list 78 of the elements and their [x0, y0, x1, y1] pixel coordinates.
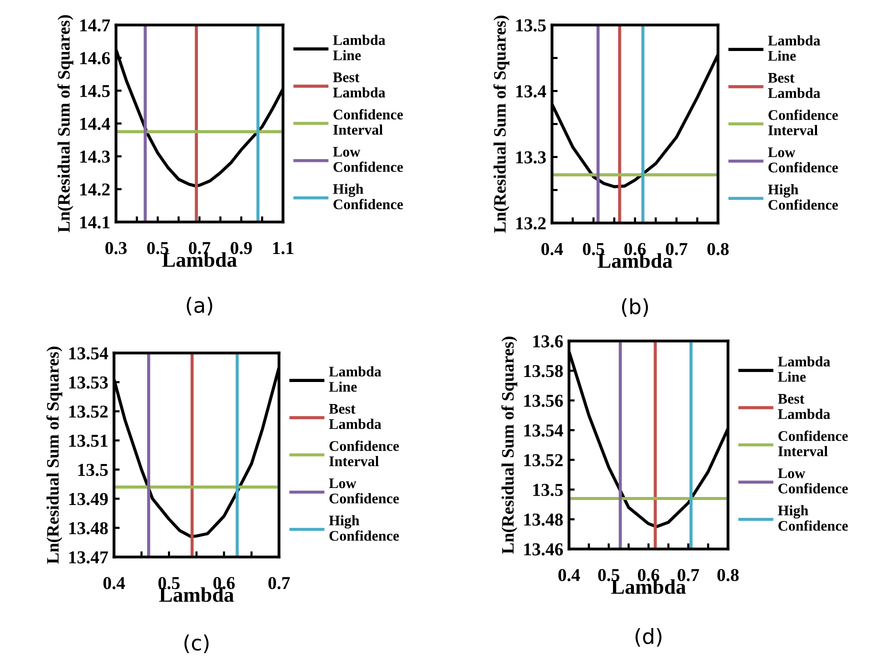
y-tick-label: 14.7 — [80, 19, 110, 32]
x-tick-label: 0.5 — [158, 576, 180, 590]
x-tick-label: 0.7 — [666, 242, 688, 256]
y-tick-label: 13.49 — [69, 493, 108, 506]
text: (a) — [186, 296, 212, 316]
legend-label: Low Confidence — [333, 147, 403, 172]
x-tick-label: 0.8 — [707, 242, 729, 256]
legend-label: Low Confidence — [778, 468, 848, 494]
legend-label: Best Lambda — [768, 73, 820, 98]
y-tick-label: 13.51 — [69, 434, 108, 447]
legend-label: High Confidence — [778, 505, 848, 531]
x-tick-label: 0.7 — [188, 242, 210, 254]
x-tick-label: 0.4 — [558, 568, 580, 582]
y-tick-label: 14.4 — [80, 118, 110, 130]
y-tick-label: 13.46 — [524, 543, 563, 556]
y-tick-label: 14.6 — [80, 52, 110, 64]
y-tick-label: 13.54 — [69, 347, 108, 360]
x-tick-label: 0.7 — [678, 568, 700, 582]
x-tick-label: 0.6 — [638, 568, 660, 582]
y-axis-title: Ln(Residual Sum of Squares) — [493, 16, 510, 233]
legend-label: Lambda Line — [768, 35, 820, 61]
legend-label: Best Lambda — [329, 404, 382, 429]
x-tick-label: 0.6 — [213, 576, 235, 590]
x-tick-label: 0.4 — [541, 242, 563, 256]
y-axis-title: Ln(Residual Sum of Squares) — [501, 336, 518, 554]
legend-label: Best Lambda — [778, 394, 830, 419]
text: (d) — [636, 628, 662, 647]
y-tick-label: 13.6 — [533, 335, 563, 348]
y-tick-label: 13.52 — [69, 406, 108, 418]
x-tick-label: 0.8 — [717, 568, 739, 582]
y-tick-label: 13.5 — [78, 464, 108, 476]
legend-label: High Confidence — [333, 184, 403, 210]
x-axis-title: Lambda — [159, 587, 234, 602]
x-tick-label: 0.6 — [624, 242, 646, 256]
legend-label: Confidence Interval — [778, 430, 848, 456]
legend-label: Low Confidence — [768, 148, 838, 172]
y-tick-label: 14.3 — [80, 150, 110, 163]
legend-label: Lambda Line — [333, 34, 386, 60]
x-tick-label: 0.5 — [582, 242, 604, 256]
x-tick-label: 0.4 — [103, 576, 125, 590]
x-axis-title: Lambda — [611, 579, 686, 594]
y-tick-label: 13.53 — [69, 376, 108, 389]
y-axis-title: Ln(Residual Sum of Squares) — [46, 346, 62, 564]
x-tick-label: 0.3 — [105, 242, 127, 254]
text: (b) — [622, 298, 648, 317]
x-axis-title: Lambda — [162, 252, 237, 267]
legend-label: Lambda Line — [329, 366, 382, 392]
y-tick-label: 13.4 — [516, 85, 546, 98]
legend-label: Confidence Interval — [333, 109, 403, 135]
y-tick-label: 13.52 — [524, 454, 563, 466]
legend-label: Lambda Line — [778, 356, 830, 382]
y-tick-label: 14.5 — [80, 85, 110, 98]
y-tick-label: 13.5 — [516, 19, 546, 32]
x-axis-title: Lambda — [598, 253, 672, 268]
legend-label: Confidence Interval — [768, 110, 838, 136]
y-tick-label: 13.47 — [69, 551, 108, 564]
y-tick-label: 13.48 — [524, 514, 563, 526]
y-tick-label: 13.56 — [524, 394, 563, 407]
y-tick-label: 13.54 — [524, 424, 564, 437]
y-tick-label: 13.48 — [69, 522, 108, 534]
y-tick-label: 14.1 — [80, 216, 110, 229]
legend-label: Best Lambda — [333, 72, 386, 98]
x-tick-label: 0.5 — [147, 242, 168, 254]
y-tick-label: 13.58 — [524, 364, 563, 378]
x-tick-label: 0.7 — [268, 576, 290, 590]
y-tick-label: 14.2 — [80, 183, 110, 196]
text: (c) — [184, 634, 209, 654]
y-axis-title: Ln(Residual Sum of Squares) — [57, 15, 74, 232]
x-tick-label: 0.5 — [598, 568, 620, 582]
y-tick-label: 13.2 — [516, 217, 546, 230]
x-tick-label: 1.1 — [273, 242, 294, 254]
x-tick-label: 0.9 — [230, 242, 252, 254]
legend-label: High Confidence — [329, 515, 399, 541]
legend-label: High Confidence — [768, 184, 838, 210]
legend-label: Confidence Interval — [329, 440, 399, 466]
y-tick-label: 13.5 — [533, 484, 563, 496]
y-tick-label: 13.3 — [516, 151, 546, 164]
legend-label: Low Confidence — [329, 478, 399, 504]
